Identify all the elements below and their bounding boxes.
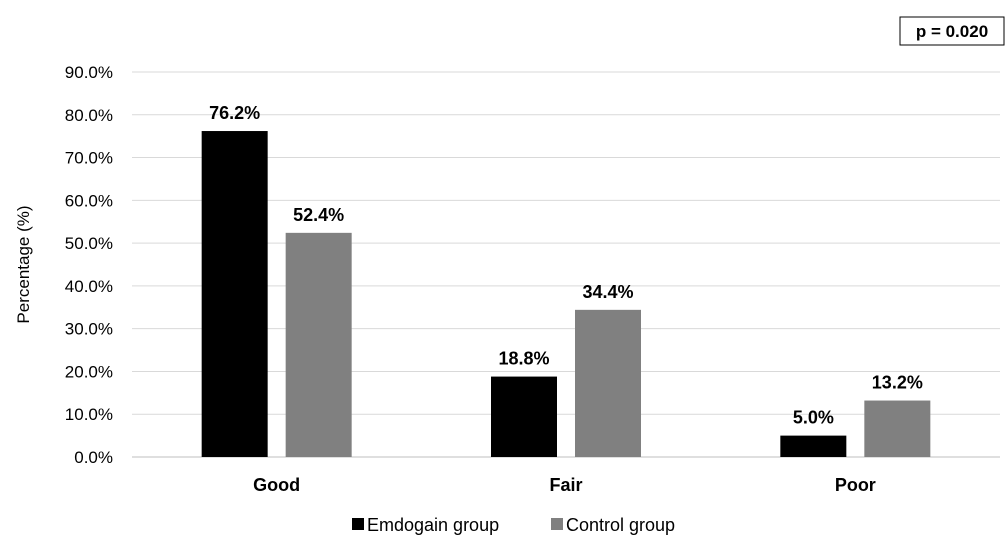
y-tick-label: 70.0% [65, 149, 113, 168]
bar-good-emdogain-group [201, 131, 268, 458]
y-tick-label: 90.0% [65, 63, 113, 82]
legend: Emdogain group Control group [352, 515, 675, 535]
y-tick-label: 60.0% [65, 191, 113, 210]
y-tick-label: 0.0% [74, 448, 113, 467]
bar-poor-emdogain-group [780, 435, 847, 457]
data-labels: 76.2% 52.4% 18.8% 34.4% 5.0% 13.2% [209, 103, 923, 428]
legend-swatch [352, 518, 364, 530]
p-value-text: p = 0.020 [916, 22, 988, 41]
y-axis-ticks: 0.0% 10.0% 20.0% 30.0% 40.0% 50.0% 60.0% 70.0% 8… [65, 63, 113, 467]
bar-good-control-group [285, 232, 352, 457]
y-tick-label: 80.0% [65, 106, 113, 125]
bars [201, 131, 931, 458]
x-axis-categories: Good Fair Poor [253, 475, 876, 495]
y-axis-label: Percentage (%) [14, 205, 33, 323]
x-category-label: Fair [549, 475, 582, 495]
data-label: 52.4% [293, 205, 344, 225]
data-label: 13.2% [872, 373, 923, 393]
bar-fair-control-group [575, 309, 641, 457]
gridlines [132, 71, 1000, 458]
data-label: 76.2% [209, 103, 260, 123]
x-category-label: Poor [835, 475, 876, 495]
bar-fair-emdogain-group [491, 376, 557, 457]
data-label: 5.0% [793, 408, 834, 428]
legend-entry: Emdogain group [367, 515, 499, 535]
y-tick-label: 30.0% [65, 320, 113, 339]
y-tick-label: 50.0% [65, 234, 113, 253]
data-label: 18.8% [498, 349, 549, 369]
data-label: 34.4% [582, 282, 633, 302]
y-tick-label: 40.0% [65, 277, 113, 296]
y-tick-label: 10.0% [65, 405, 113, 424]
legend-swatch [551, 518, 563, 530]
x-category-label: Good [253, 475, 300, 495]
p-value-box [899, 16, 1005, 46]
bar-poor-control-group [864, 400, 931, 457]
y-tick-label: 20.0% [65, 362, 113, 381]
p-value-annotation: p = 0.020 [899, 16, 1005, 46]
legend-entry: Control group [566, 515, 675, 535]
